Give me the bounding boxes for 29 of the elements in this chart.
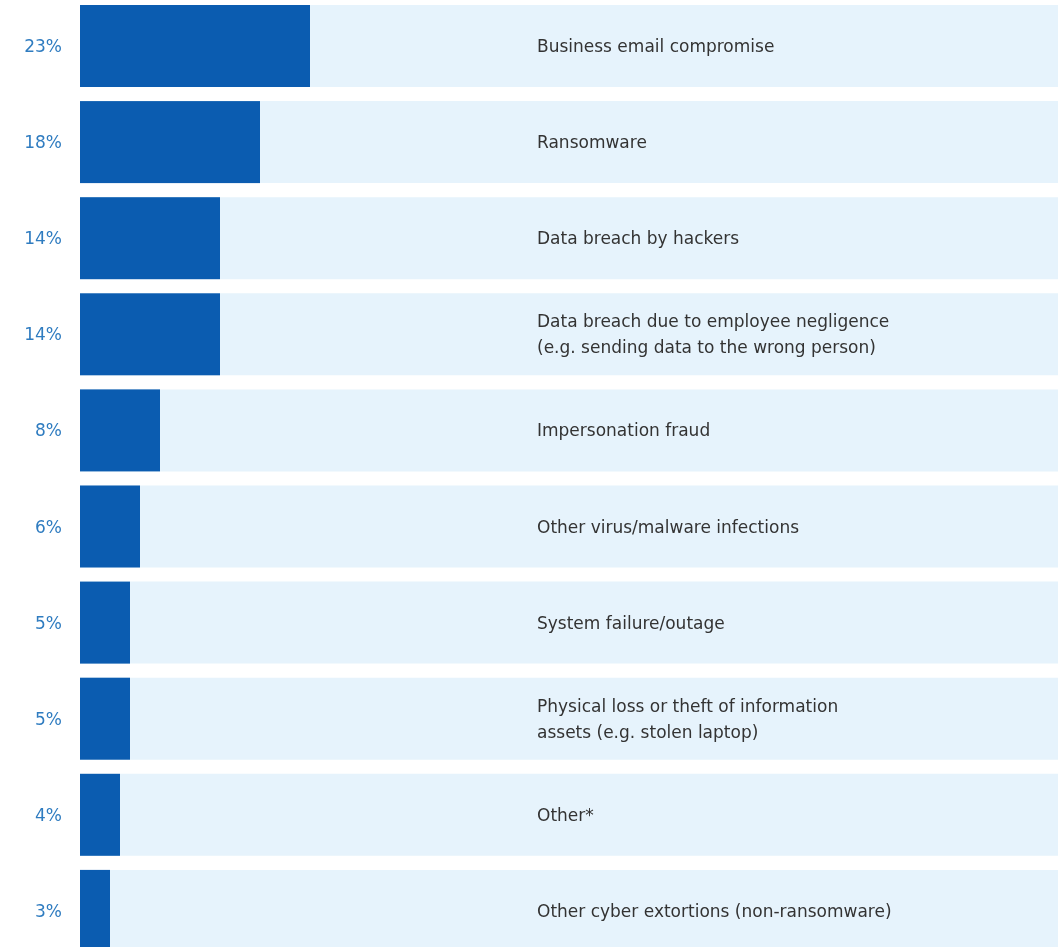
data-label: 14% <box>24 228 62 249</box>
y-tick-label: Other cyber extortions (non-ransomware) <box>537 900 892 921</box>
bar <box>80 293 220 376</box>
data-label: 8% <box>35 420 62 441</box>
y-tick-label: Impersonation fraud <box>537 420 711 441</box>
data-label: 14% <box>24 324 62 345</box>
data-label: 3% <box>35 900 62 921</box>
y-tick-label: Data breach due to employee negligence (e.g. sending data to the wrong person) <box>537 311 890 358</box>
bar <box>80 677 130 760</box>
y-tick-label: Other* <box>537 804 594 825</box>
y-tick-label: Data breach by hackers <box>537 228 740 249</box>
data-label: 18% <box>24 132 62 153</box>
bar <box>80 197 220 280</box>
data-label: 5% <box>35 708 62 729</box>
bar <box>80 101 260 184</box>
data-label: 4% <box>35 804 62 825</box>
bar <box>80 389 160 472</box>
data-label: 23% <box>24 36 62 56</box>
y-tick-label: Physical loss or theft of information assets (e.g. stolen laptop) <box>537 695 839 742</box>
bar <box>80 485 140 568</box>
bar <box>80 581 130 664</box>
y-tick-label: System failure/outage <box>537 612 725 633</box>
bar <box>80 5 310 87</box>
y-tick-label: Ransomware <box>537 132 647 153</box>
data-label: 6% <box>35 516 62 537</box>
bar <box>80 773 120 856</box>
y-tick-label: Business email compromise <box>537 36 775 56</box>
y-tick-label: Other virus/malware infections <box>537 516 800 537</box>
data-label: 5% <box>35 612 62 633</box>
